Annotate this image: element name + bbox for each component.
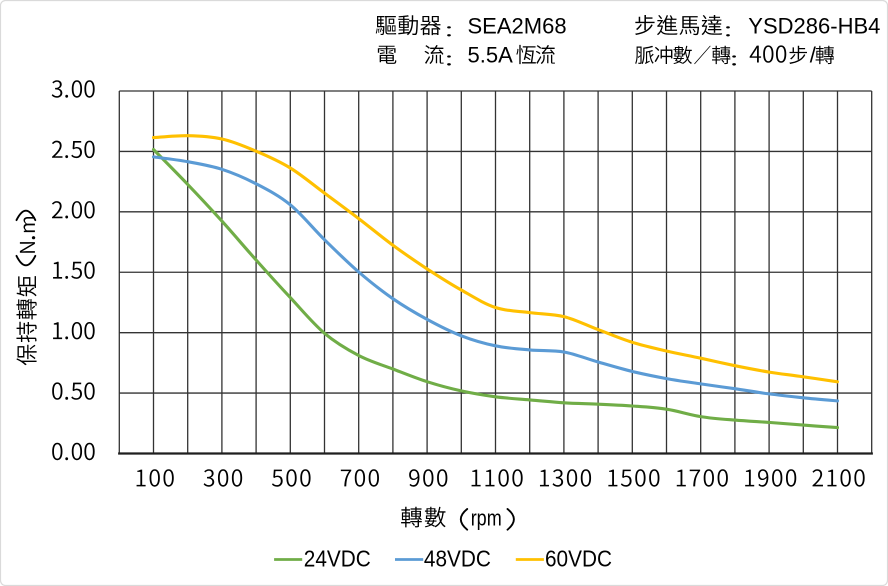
svg-text:/: / — [810, 43, 817, 68]
svg-text:5.5A: 5.5A — [468, 43, 514, 68]
svg-text:SEA2M68: SEA2M68 — [468, 13, 567, 38]
svg-text:48VDC: 48VDC — [424, 546, 491, 572]
svg-text:rpm: rpm — [471, 506, 502, 531]
svg-text:60VDC: 60VDC — [545, 546, 612, 572]
svg-text:YSD286-HB4: YSD286-HB4 — [748, 13, 880, 38]
svg-text:24VDC: 24VDC — [304, 546, 371, 572]
